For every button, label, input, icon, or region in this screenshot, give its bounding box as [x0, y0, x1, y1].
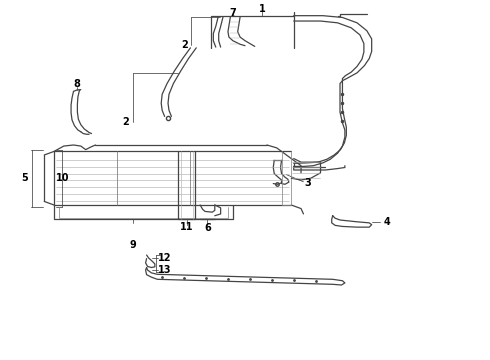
Text: 2: 2 [122, 117, 129, 127]
Text: 2: 2 [181, 40, 188, 50]
Text: 1: 1 [259, 4, 266, 14]
Text: 10: 10 [55, 173, 69, 183]
Text: 12: 12 [158, 252, 172, 262]
Text: 9: 9 [129, 240, 136, 250]
Text: 11: 11 [180, 222, 194, 232]
Text: 13: 13 [158, 265, 172, 275]
Text: 7: 7 [229, 8, 236, 18]
Text: 5: 5 [22, 173, 28, 183]
Text: 3: 3 [304, 178, 311, 188]
Text: 8: 8 [74, 79, 80, 89]
Text: 6: 6 [204, 223, 211, 233]
Text: 4: 4 [384, 217, 391, 227]
